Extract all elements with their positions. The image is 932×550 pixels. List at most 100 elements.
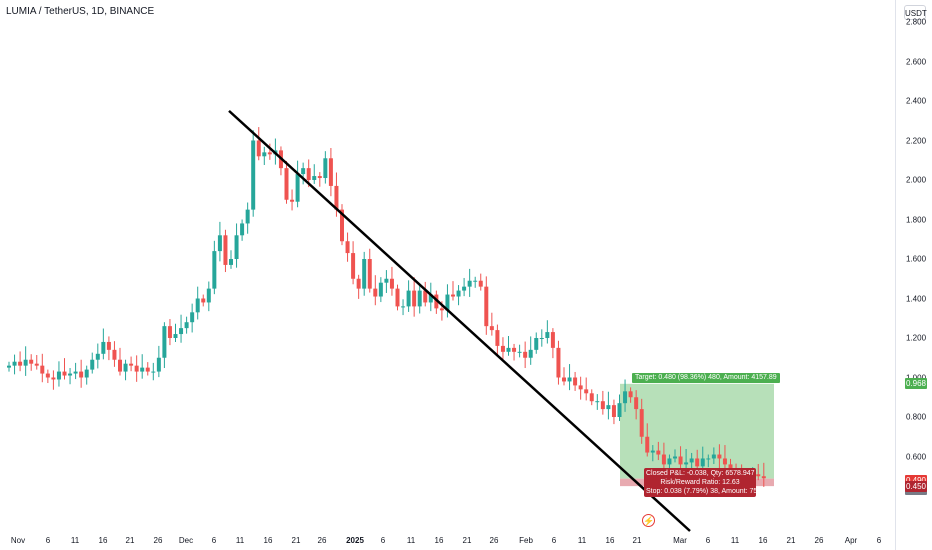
candle (123, 359, 128, 381)
candle (179, 314, 184, 343)
candle (162, 322, 167, 369)
candle (90, 352, 95, 374)
candle (545, 320, 550, 344)
trendline[interactable] (228, 109, 691, 532)
candlestick-chart[interactable] (0, 0, 895, 550)
candle (722, 445, 727, 472)
chart-area[interactable]: LUMIA / TetherUS, 1D, BINANCE (0, 0, 895, 550)
candle (595, 394, 600, 410)
price-tick: 0.800 (906, 412, 927, 422)
time-tick: 6 (45, 536, 51, 545)
candle (323, 151, 328, 184)
candle (68, 368, 73, 385)
candle (517, 344, 522, 358)
candle (650, 445, 655, 462)
candle (600, 390, 605, 415)
price-tag: 0.450 (905, 480, 927, 492)
price-tick: 0.600 (906, 452, 927, 461)
time-tick: 21 (632, 536, 642, 545)
candle (606, 391, 611, 420)
price-tag: 0.968 (905, 378, 927, 390)
candle (79, 359, 84, 388)
candle (428, 282, 433, 312)
price-tick: 1.800 (906, 215, 927, 224)
closed-pnl-box: Closed P&L: -0.038, Qty: 6578.947 Risk/R… (644, 468, 761, 497)
candle (539, 329, 544, 347)
candle (18, 351, 23, 372)
candle (373, 275, 378, 306)
candle (206, 281, 211, 312)
candle (528, 336, 533, 365)
candle (73, 362, 78, 380)
candle (445, 284, 450, 318)
time-tick: 21 (786, 536, 796, 545)
candle (112, 341, 117, 367)
price-axis[interactable] (895, 0, 932, 550)
candle (290, 189, 295, 211)
time-tick: 11 (406, 536, 416, 545)
candle (495, 324, 500, 357)
candle (118, 347, 122, 376)
candle (717, 444, 722, 469)
time-tick: Nov (10, 536, 26, 545)
candle (500, 337, 505, 359)
candle (756, 464, 761, 481)
lightning-icon[interactable]: ⚡ (642, 514, 655, 527)
candle (706, 454, 711, 468)
price-tick: 1.000 (906, 373, 926, 382)
candle (45, 369, 50, 384)
candle (34, 354, 39, 370)
chart-title: LUMIA / TetherUS, 1D, BINANCE (6, 6, 155, 17)
candle (129, 356, 134, 372)
candle (406, 280, 411, 312)
candle (229, 250, 233, 269)
candle (584, 377, 589, 401)
risk-reward-line: Risk/Reward Ratio: 12.63 (660, 479, 740, 486)
candle (700, 446, 705, 471)
time-tick: 6 (705, 536, 711, 545)
candle (645, 423, 650, 457)
candle (550, 328, 555, 359)
candle (12, 354, 17, 375)
candle (312, 164, 317, 184)
candle (628, 387, 633, 403)
candle (301, 162, 306, 185)
candle (617, 394, 622, 421)
candle (62, 358, 67, 380)
candle (284, 161, 289, 204)
price-tick: 2.800 (906, 17, 927, 27)
candle (684, 448, 689, 470)
candle (456, 285, 461, 306)
currency-button[interactable]: USDT (904, 5, 927, 20)
candle (589, 389, 594, 406)
candle (356, 274, 361, 299)
candle (639, 398, 644, 444)
price-tag: 0.490 (905, 474, 927, 486)
candle (190, 303, 195, 333)
candle (245, 202, 250, 234)
candle (573, 371, 578, 391)
time-tick: 26 (317, 536, 327, 545)
candle (562, 367, 566, 386)
time-tick: 11 (70, 536, 80, 545)
candle (145, 362, 150, 376)
candle (173, 323, 178, 342)
price-tick: 1.400 (906, 294, 927, 303)
candle (673, 449, 677, 463)
price-tick: 2.600 (906, 57, 927, 66)
candle (184, 316, 189, 334)
time-tick: 2025 (346, 536, 364, 545)
candle (384, 270, 389, 293)
time-tick: 21 (291, 536, 301, 545)
candle (251, 130, 256, 217)
candle (267, 143, 272, 160)
time-tick: 6 (876, 536, 882, 545)
time-tick: 21 (462, 536, 472, 545)
candle (656, 441, 661, 461)
time-tick: Feb (519, 536, 533, 545)
candle (40, 353, 45, 383)
time-tick: 16 (758, 536, 768, 545)
time-tick: 11 (730, 536, 740, 545)
candle (484, 276, 489, 335)
price-tick: 1.600 (906, 254, 927, 264)
